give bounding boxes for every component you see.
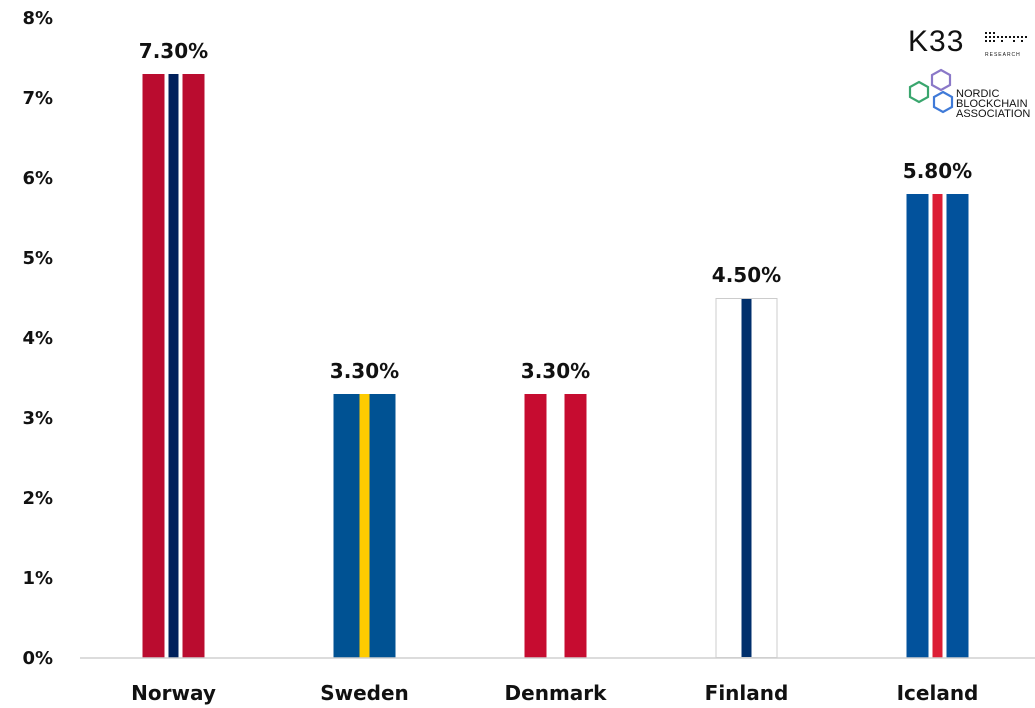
category-label: Denmark [505, 681, 608, 705]
bar-stripe [373, 394, 396, 658]
y-tick-label: 5% [22, 248, 53, 269]
nordic-logo-line2: BLOCKCHAIN [956, 98, 1028, 110]
nordic-logo-line1: NORDIC [956, 88, 1000, 100]
nordic-blockchain-association-logo: NORDIC BLOCKCHAIN ASSOCIATION [905, 68, 1035, 128]
y-tick-label: 8% [22, 8, 53, 29]
y-tick-label: 3% [22, 408, 53, 429]
bar-stripe [560, 394, 565, 658]
bar-stripe [355, 394, 360, 658]
bar-stripe [369, 394, 374, 658]
bar-stripe [715, 298, 738, 658]
hexagon-cluster-icon [908, 68, 954, 114]
bar-stripe [751, 298, 756, 658]
category-labels: Norway Sweden Denmark Finland Iceland [131, 681, 978, 705]
bar-stripe [142, 74, 165, 658]
bar-stripe [942, 194, 947, 658]
category-label: Norway [131, 681, 216, 705]
bar-finland [715, 298, 778, 658]
bar-stripe [182, 74, 205, 658]
value-label: 3.30% [330, 359, 399, 383]
k33-logo-text: K33 [908, 25, 965, 58]
y-tick-label: 1% [22, 568, 53, 589]
k33-logo-subtitle: RESEARCH [985, 52, 1021, 58]
bars [142, 74, 969, 658]
category-label: Iceland [897, 681, 979, 705]
bar-stripe [168, 74, 179, 658]
value-labels: 7.30% 3.30% 3.30% 4.50% 5.80% [139, 39, 972, 383]
bar-denmark [524, 394, 587, 658]
value-label: 4.50% [712, 263, 781, 287]
k33-dots-icon [985, 32, 1027, 42]
bar-stripe [906, 194, 929, 658]
bar-stripe [932, 194, 943, 658]
bar-stripe [546, 394, 551, 658]
bar-sweden [333, 394, 396, 658]
bar-stripe [178, 74, 183, 658]
bar-stripe [755, 298, 778, 658]
bar-stripe [946, 194, 969, 658]
nordic-logo-text: NORDIC BLOCKCHAIN ASSOCIATION [956, 88, 1031, 120]
bar-stripe [333, 394, 356, 658]
category-label: Sweden [320, 681, 409, 705]
k33-research-logo: K33 RESEARCH [908, 24, 1032, 64]
y-tick-label: 0% [22, 648, 53, 669]
bar-stripe [524, 394, 547, 658]
value-label: 5.80% [903, 159, 972, 183]
bar-iceland [906, 194, 969, 658]
bar-norway [142, 74, 205, 658]
value-label: 7.30% [139, 39, 208, 63]
nordic-logo-line3: ASSOCIATION [956, 108, 1031, 120]
y-tick-label: 6% [22, 168, 53, 189]
y-tick-label: 2% [22, 488, 53, 509]
bar-stripe [564, 394, 587, 658]
bar-stripe [928, 194, 933, 658]
bar-stripe [164, 74, 169, 658]
bar-stripe [737, 298, 742, 658]
y-tick-label: 7% [22, 88, 53, 109]
bar-stripe [550, 394, 561, 658]
bar-stripe [741, 298, 752, 658]
category-label: Finland [705, 681, 789, 705]
bar-stripe [359, 394, 370, 658]
y-axis-ticks: 0% 1% 2% 3% 4% 5% 6% 7% 8% [22, 8, 53, 669]
y-tick-label: 4% [22, 328, 53, 349]
value-label: 3.30% [521, 359, 590, 383]
